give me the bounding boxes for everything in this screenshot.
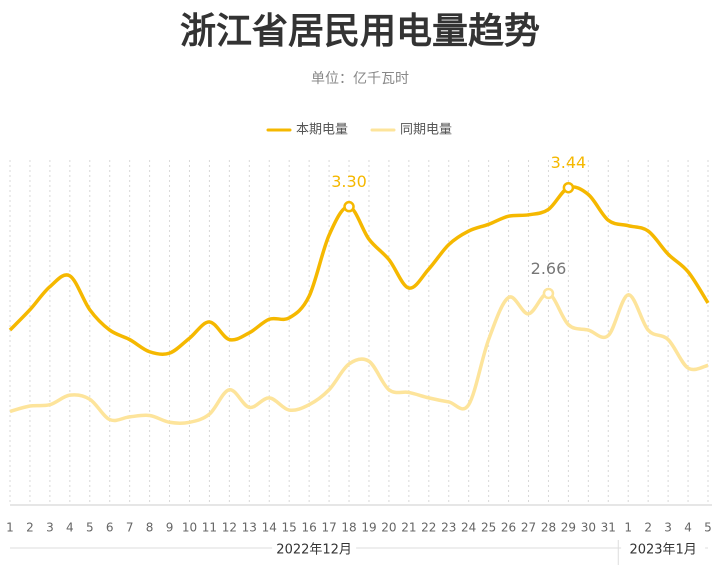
- x-tick-label: 15: [282, 521, 297, 535]
- x-tick-label: 2: [644, 521, 652, 535]
- x-tick-label: 1: [6, 521, 14, 535]
- x-tick-label: 21: [401, 521, 416, 535]
- x-tick-label: 1: [624, 521, 632, 535]
- x-tick-label: 19: [361, 521, 376, 535]
- x-tick-label: 26: [501, 521, 516, 535]
- x-tick-label: 6: [106, 521, 114, 535]
- x-tick-label: 20: [381, 521, 396, 535]
- x-tick-label: 25: [481, 521, 496, 535]
- x-tick-label: 12: [222, 521, 237, 535]
- x-tick-label: 28: [541, 521, 556, 535]
- x-tick-label: 22: [421, 521, 436, 535]
- x-tick-label: 5: [86, 521, 94, 535]
- data-label: 2.66: [531, 259, 567, 278]
- x-tick-label: 9: [166, 521, 174, 535]
- x-tick-label: 14: [262, 521, 277, 535]
- x-tick-label: 29: [561, 521, 576, 535]
- point-marker: [343, 200, 355, 213]
- data-label: 3.30: [331, 172, 367, 191]
- x-tick-label: 3: [664, 521, 672, 535]
- chart-subtitle: 单位：亿千瓦时: [311, 71, 409, 87]
- group-label: 2023年1月: [629, 543, 696, 558]
- x-tick-label: 23: [441, 521, 456, 535]
- group-label: 2022年12月: [276, 543, 352, 558]
- x-tick-label: 18: [341, 521, 356, 535]
- x-tick-label: 31: [601, 521, 616, 535]
- point-marker: [562, 181, 575, 194]
- legend-label: 同期电量: [400, 123, 452, 138]
- x-tick-label: 2: [26, 521, 34, 535]
- x-tick-label: 10: [182, 521, 197, 535]
- data-label: 3.44: [551, 153, 587, 172]
- x-tick-label: 4: [684, 521, 692, 535]
- x-tick-label: 30: [581, 521, 596, 535]
- x-tick-label: 8: [146, 521, 154, 535]
- chart-title: 浙江省居民用电量趋势: [180, 11, 540, 52]
- x-tick-label: 7: [126, 521, 134, 535]
- series-line: [8, 185, 710, 357]
- x-tick-label: 24: [461, 521, 476, 535]
- point-marker: [542, 287, 555, 300]
- x-tick-label: 5: [704, 521, 712, 535]
- x-tick-label: 11: [202, 521, 217, 535]
- x-tick-label: 16: [302, 521, 317, 535]
- x-tick-label: 17: [321, 521, 336, 535]
- series-line: [9, 291, 709, 425]
- x-tick-label: 3: [46, 521, 54, 535]
- group-label-bg: [272, 541, 357, 557]
- x-tick-label: 27: [521, 521, 536, 535]
- x-tick-label: 13: [242, 521, 257, 535]
- legend-label: 本期电量: [296, 123, 348, 138]
- group-label-bg: [621, 541, 706, 557]
- x-tick-label: 4: [66, 521, 74, 535]
